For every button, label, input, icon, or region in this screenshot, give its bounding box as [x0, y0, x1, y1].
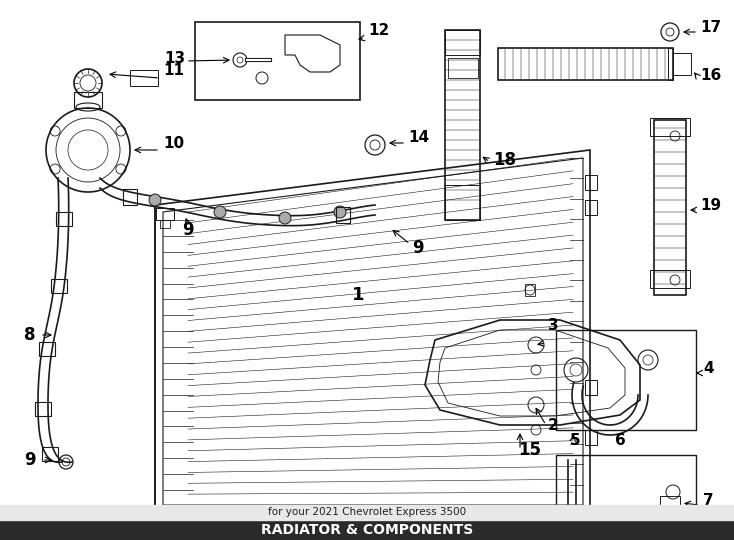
Text: 15: 15	[518, 441, 542, 459]
Bar	[39, 341, 55, 355]
Text: RADIATOR & COMPONENTS: RADIATOR & COMPONENTS	[261, 523, 473, 537]
Text: 19: 19	[700, 198, 721, 213]
Text: 9: 9	[413, 239, 424, 257]
Text: 6: 6	[614, 433, 625, 448]
Bar	[673, 53, 691, 75]
Bar	[0, 505, 734, 520]
Text: 3: 3	[548, 318, 559, 333]
Bar	[585, 200, 597, 215]
Bar	[336, 207, 350, 224]
Text: 10: 10	[163, 136, 184, 151]
Bar	[660, 496, 680, 510]
Text: 5: 5	[570, 433, 581, 448]
Bar	[556, 330, 696, 430]
Text: 7: 7	[703, 493, 713, 508]
Text: 9: 9	[182, 221, 194, 239]
Bar	[156, 208, 174, 220]
Bar	[650, 270, 690, 288]
Bar	[585, 175, 597, 190]
Circle shape	[149, 194, 161, 206]
Bar	[585, 380, 597, 395]
Bar	[195, 22, 360, 100]
Bar	[445, 185, 480, 220]
Bar	[43, 447, 59, 461]
Text: 16: 16	[700, 68, 722, 83]
Bar	[650, 118, 690, 136]
Bar	[160, 220, 170, 228]
Circle shape	[279, 212, 291, 224]
Bar	[498, 48, 673, 80]
Bar	[525, 284, 535, 296]
Bar	[0, 520, 734, 540]
Text: 17: 17	[700, 20, 721, 35]
Text: 14: 14	[408, 130, 429, 145]
Bar	[448, 58, 478, 78]
Text: for your 2021 Chevrolet Express 3500: for your 2021 Chevrolet Express 3500	[268, 507, 466, 517]
Bar	[123, 189, 137, 205]
Text: 18: 18	[493, 151, 516, 169]
Bar	[445, 30, 480, 55]
Text: 13: 13	[164, 51, 185, 66]
Text: 9: 9	[24, 451, 36, 469]
Bar	[51, 279, 67, 293]
Text: 2: 2	[548, 418, 559, 433]
Text: 12: 12	[368, 23, 389, 38]
Bar	[445, 30, 480, 220]
Text: 11: 11	[163, 63, 184, 78]
Circle shape	[214, 206, 226, 218]
Bar	[74, 92, 102, 108]
Bar	[130, 70, 158, 86]
Bar	[556, 455, 696, 533]
Bar	[35, 402, 51, 416]
Bar	[585, 430, 597, 445]
Bar	[668, 48, 673, 80]
Bar	[56, 212, 72, 226]
Text: 8: 8	[24, 326, 36, 344]
Text: 4: 4	[703, 361, 713, 376]
Text: 1: 1	[352, 286, 364, 304]
Circle shape	[334, 206, 346, 218]
Bar	[654, 120, 686, 295]
